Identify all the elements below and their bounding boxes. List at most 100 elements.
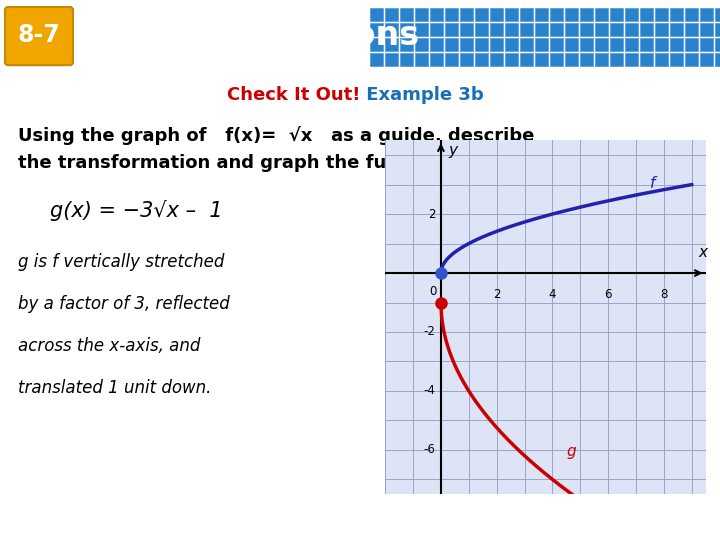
Bar: [670, 53, 683, 66]
Bar: [475, 23, 488, 36]
Bar: [625, 38, 638, 51]
Bar: [520, 8, 533, 21]
Text: g: g: [567, 444, 576, 459]
Text: across the x‑axis, and: across the x‑axis, and: [18, 338, 200, 355]
Bar: [715, 53, 720, 66]
Bar: [505, 23, 518, 36]
Bar: [445, 23, 458, 36]
Bar: [610, 53, 623, 66]
Bar: [610, 23, 623, 36]
Text: the transformation and graph the function.: the transformation and graph the functio…: [18, 154, 456, 172]
Bar: [700, 23, 713, 36]
Text: 2: 2: [493, 288, 500, 301]
Bar: [565, 53, 578, 66]
Bar: [490, 53, 503, 66]
Bar: [400, 8, 413, 21]
Bar: [580, 8, 593, 21]
Bar: [490, 23, 503, 36]
Bar: [655, 53, 668, 66]
Text: -2: -2: [423, 326, 436, 339]
Bar: [625, 53, 638, 66]
Text: Copyright © by Holt, Rinehart and Winston. All Rights Reserved.: Copyright © by Holt, Rinehart and Winsto…: [391, 520, 706, 530]
Bar: [460, 23, 473, 36]
Bar: [430, 38, 443, 51]
Text: 2: 2: [428, 207, 436, 220]
Bar: [715, 23, 720, 36]
Text: 0: 0: [429, 285, 437, 298]
Bar: [565, 23, 578, 36]
Bar: [700, 53, 713, 66]
Bar: [460, 8, 473, 21]
Bar: [415, 8, 428, 21]
Bar: [715, 38, 720, 51]
Bar: [475, 38, 488, 51]
Bar: [685, 8, 698, 21]
Text: g is f vertically stretched: g is f vertically stretched: [18, 253, 225, 271]
Text: y: y: [448, 143, 457, 158]
Bar: [535, 53, 548, 66]
Bar: [445, 53, 458, 66]
Bar: [370, 23, 383, 36]
Bar: [385, 23, 398, 36]
Bar: [595, 23, 608, 36]
Text: x: x: [698, 245, 707, 260]
Bar: [445, 8, 458, 21]
Text: translated 1 unit down.: translated 1 unit down.: [18, 379, 212, 397]
Bar: [550, 53, 563, 66]
Bar: [445, 38, 458, 51]
Bar: [475, 8, 488, 21]
Bar: [415, 23, 428, 36]
Text: -4: -4: [423, 384, 436, 397]
Bar: [385, 53, 398, 66]
Bar: [595, 53, 608, 66]
Bar: [535, 8, 548, 21]
Bar: [595, 8, 608, 21]
Bar: [565, 8, 578, 21]
Bar: [610, 8, 623, 21]
Bar: [580, 53, 593, 66]
Text: Check It Out!: Check It Out!: [227, 86, 360, 104]
Text: 8: 8: [660, 288, 667, 301]
Bar: [520, 53, 533, 66]
Bar: [640, 8, 653, 21]
Bar: [625, 8, 638, 21]
Bar: [685, 38, 698, 51]
Text: 6: 6: [604, 288, 612, 301]
Text: 8-7: 8-7: [17, 23, 60, 47]
Bar: [460, 53, 473, 66]
Bar: [670, 38, 683, 51]
Text: Radical Functions: Radical Functions: [88, 18, 419, 52]
Bar: [370, 38, 383, 51]
Bar: [370, 53, 383, 66]
Text: by a factor of 3, reflected: by a factor of 3, reflected: [18, 295, 230, 313]
Bar: [610, 38, 623, 51]
Text: Using the graph of   f(x)=  √x   as a guide, describe: Using the graph of f(x)= √x as a guide, …: [18, 126, 534, 145]
Bar: [415, 53, 428, 66]
Bar: [550, 8, 563, 21]
Bar: [670, 23, 683, 36]
Bar: [460, 38, 473, 51]
Bar: [655, 8, 668, 21]
Text: f: f: [650, 176, 655, 191]
Text: 4: 4: [549, 288, 556, 301]
Bar: [580, 23, 593, 36]
Bar: [475, 53, 488, 66]
Bar: [415, 38, 428, 51]
Text: Example 3b: Example 3b: [360, 86, 484, 104]
FancyBboxPatch shape: [5, 7, 73, 65]
Bar: [700, 8, 713, 21]
Bar: [640, 38, 653, 51]
Bar: [430, 8, 443, 21]
Bar: [550, 38, 563, 51]
Bar: [385, 38, 398, 51]
Bar: [580, 38, 593, 51]
Bar: [655, 38, 668, 51]
Bar: [505, 8, 518, 21]
Bar: [505, 53, 518, 66]
Bar: [640, 23, 653, 36]
Bar: [655, 23, 668, 36]
Bar: [370, 8, 383, 21]
Bar: [490, 8, 503, 21]
Bar: [670, 8, 683, 21]
Bar: [685, 53, 698, 66]
